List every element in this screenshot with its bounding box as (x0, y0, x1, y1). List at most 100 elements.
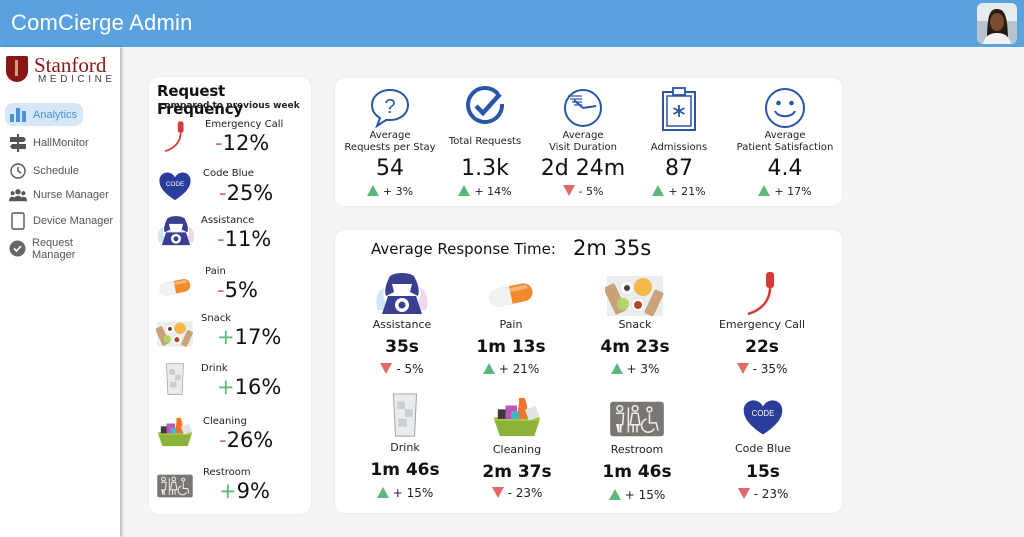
restroom-sign-icon (607, 396, 667, 442)
frequency-percent: 26% (226, 428, 274, 452)
frequency-sign: - (219, 428, 227, 452)
stat-label: Admissions (650, 142, 708, 153)
frequency-value: -12% (215, 131, 269, 155)
frequency-sign: + (217, 375, 235, 399)
frequency-sign: + (217, 325, 235, 349)
frequency-row-assistance: Assistance -11% (149, 214, 311, 264)
response-time-title: Average Response Time: (371, 240, 556, 258)
frequency-label: Pain (205, 266, 226, 277)
snack-tray-icon (605, 272, 665, 320)
response-label: Cleaning (492, 443, 542, 456)
trend-down-icon (736, 363, 749, 374)
stat-value: 4.4 (767, 156, 803, 181)
response-value: 4m 23s (600, 337, 670, 357)
sidebar-item-hallmonitor[interactable]: HallMonitor (5, 131, 95, 154)
check-circle-icon (9, 240, 26, 258)
pill-icon (153, 271, 197, 305)
response-label: Snack (618, 318, 652, 331)
sidebar-item-label: HallMonitor (33, 136, 89, 149)
sidebar-item-nurse-manager[interactable]: Nurse Manager (5, 183, 115, 206)
stat-value: 87 (665, 156, 693, 181)
stat-label: Average Visit Duration (549, 130, 617, 153)
water-glass-icon (375, 392, 435, 438)
sidebar-item-label: Nurse Manager (33, 188, 109, 201)
sidebar-item-analytics[interactable]: Analytics (5, 103, 84, 126)
summary-stats-card: ? Average Requests per Stay 54 + 3% Total… (335, 78, 842, 206)
frequency-percent: 9% (236, 479, 270, 503)
frequency-label: Snack (201, 313, 232, 324)
sidebar-item-schedule[interactable]: Schedule (5, 159, 85, 182)
frequency-value: +9% (219, 479, 270, 503)
response-time-card: Average Response Time: 2m 35s Assistance… (335, 230, 842, 513)
response-change: + 15% (567, 488, 707, 502)
response-time-value: 2m 35s (573, 236, 652, 260)
stat-value: 54 (376, 156, 404, 181)
frequency-percent: 5% (224, 278, 258, 302)
cleaning-basket-icon (487, 394, 547, 440)
question-bubble-icon: ? (370, 88, 410, 129)
frequency-label: Emergency Call (205, 119, 284, 130)
frequency-percent: 11% (224, 227, 272, 251)
frequency-row-code-blue: CODE Code Blue -25% (149, 167, 311, 217)
frequency-value: +16% (217, 375, 281, 399)
stat-value: 2d 24m (540, 156, 626, 181)
sidebar-item-label: Device Manager (33, 214, 114, 227)
telephone-icon (151, 214, 201, 248)
bar-chart-icon (9, 106, 27, 124)
stat-label: Average Requests per Stay (344, 130, 436, 153)
frequency-value: -5% (217, 278, 258, 302)
stanford-medicine-logo: Stanford MEDICINE (6, 53, 116, 87)
response-label: Pain (499, 318, 523, 331)
frequency-percent: 25% (226, 181, 274, 205)
pill-icon (478, 272, 544, 320)
clock-fast-icon (564, 89, 602, 127)
trend-down-icon (380, 363, 393, 374)
response-change: - 35% (692, 362, 832, 376)
clipboard-icon (662, 87, 696, 131)
response-label: Drink (390, 441, 420, 454)
sidebar-item-label: Analytics (33, 108, 78, 121)
request-frequency-subtitle: compared to previous week (159, 101, 300, 111)
svg-text:?: ? (384, 96, 395, 118)
response-value: 2m 37s (482, 462, 552, 482)
request-frequency-card: Request Frequency compared to previous w… (149, 77, 311, 514)
response-label: Restroom (610, 443, 664, 456)
frequency-sign: - (215, 131, 223, 155)
response-change: + 21% (441, 362, 581, 376)
telephone-icon (369, 270, 435, 318)
frequency-row-pain: Pain -5% (149, 265, 311, 315)
response-value: 22s (745, 337, 779, 357)
people-icon (9, 186, 27, 204)
stat-label: Total Requests (448, 136, 522, 147)
frequency-row-snack: Snack +17% (149, 312, 311, 362)
stat-change: + 14% (425, 185, 545, 198)
response-change: - 23% (693, 487, 833, 501)
user-avatar[interactable] (977, 3, 1017, 44)
app-title: ComCierge Admin (11, 10, 193, 35)
restroom-sign-icon (156, 469, 194, 503)
smiley-icon (765, 88, 805, 128)
frequency-label: Assistance (201, 215, 255, 226)
response-value: 1m 13s (476, 337, 546, 357)
clock-icon (9, 162, 27, 180)
stat-label: Average Patient Satisfaction (736, 130, 834, 153)
trend-up-icon (366, 185, 379, 196)
frequency-percent: 17% (234, 325, 282, 349)
sidebar-item-request-manager[interactable]: Request Manager (5, 237, 120, 261)
response-value: 1m 46s (602, 462, 672, 482)
emergency-cord-icon (153, 120, 197, 154)
signpost-icon (9, 133, 27, 152)
trend-down-icon (562, 185, 575, 196)
frequency-sign: + (219, 479, 237, 503)
logo-text-primary: Stanford (34, 53, 107, 77)
sidebar-item-device-manager[interactable]: Device Manager (5, 209, 119, 232)
response-change: + 15% (335, 486, 475, 500)
trend-up-icon (652, 185, 665, 196)
request-frequency-title: Request Frequency (157, 82, 243, 118)
stat-value: 1.3k (461, 156, 509, 181)
stat-change: - 5% (523, 185, 643, 198)
code-heart-text: CODE (752, 409, 775, 418)
response-label: Assistance (372, 318, 432, 331)
response-value: 35s (385, 337, 419, 357)
cleaning-basket-icon (153, 415, 197, 449)
